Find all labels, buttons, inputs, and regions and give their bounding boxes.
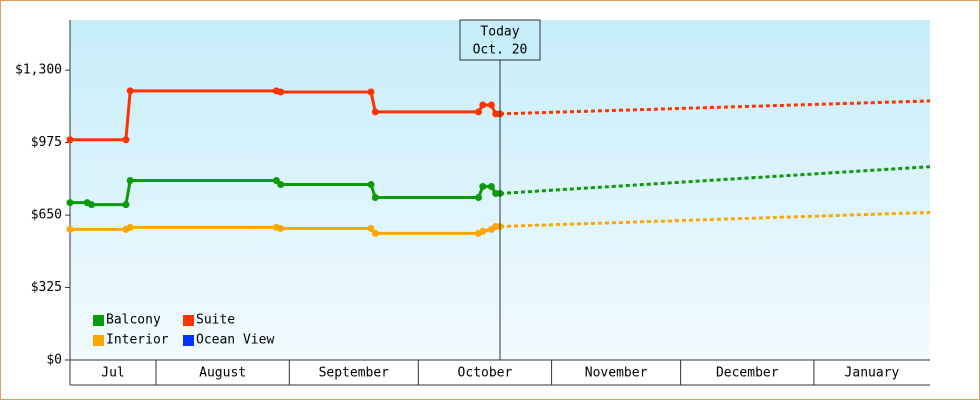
- point: [122, 201, 130, 209]
- today-box: [459, 19, 541, 61]
- point: [475, 193, 482, 201]
- point: [487, 183, 495, 191]
- legend-label: Interior: [106, 333, 169, 348]
- point: [367, 224, 375, 232]
- point: [475, 108, 482, 116]
- x-tick-label: November: [585, 366, 648, 381]
- point: [479, 183, 487, 191]
- point: [371, 229, 379, 237]
- point: [277, 224, 285, 232]
- x-tick-label: August: [199, 366, 246, 381]
- point: [66, 199, 74, 207]
- point: [487, 101, 495, 109]
- point: [122, 136, 130, 144]
- point: [367, 181, 375, 189]
- forecast-line: [499, 210, 931, 228]
- x-tick-label: October: [458, 366, 513, 381]
- today-label: Oct. 20: [473, 43, 528, 58]
- point: [277, 181, 285, 189]
- x-tick-label: January: [845, 366, 900, 381]
- legend-swatch: [93, 315, 104, 326]
- point: [126, 223, 134, 231]
- y-tick-label: $325: [31, 280, 62, 295]
- legend-swatch: [183, 335, 194, 346]
- forecast-line: [499, 165, 931, 195]
- y-tick-label: $975: [31, 135, 62, 150]
- point: [88, 201, 95, 209]
- point: [479, 101, 487, 109]
- point: [126, 87, 134, 95]
- y-tick-label: $1,300: [15, 63, 62, 78]
- legend-swatch: [183, 315, 194, 326]
- point: [126, 177, 134, 185]
- y-tick-label: $650: [31, 208, 62, 223]
- x-tick-label: December: [716, 366, 779, 381]
- y-tick-label: $0: [46, 353, 62, 368]
- legend-label: Suite: [196, 313, 235, 328]
- point: [66, 225, 74, 233]
- point: [371, 193, 379, 201]
- point: [367, 88, 375, 96]
- today-label: Today: [480, 25, 519, 40]
- x-tick-label: Jul: [101, 366, 124, 381]
- legend-label: Ocean View: [196, 333, 274, 348]
- legend-swatch: [93, 335, 104, 346]
- point: [479, 227, 487, 235]
- point: [66, 136, 74, 144]
- x-tick-label: September: [319, 366, 390, 381]
- legend-label: Balcony: [106, 313, 161, 328]
- forecast-line: [499, 99, 931, 116]
- point: [371, 108, 379, 116]
- point: [277, 88, 285, 96]
